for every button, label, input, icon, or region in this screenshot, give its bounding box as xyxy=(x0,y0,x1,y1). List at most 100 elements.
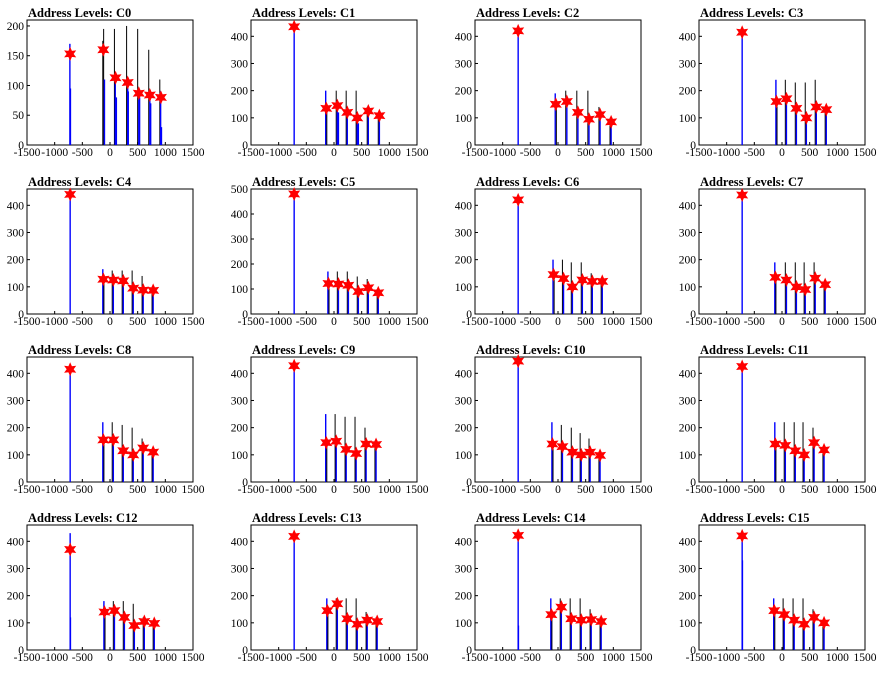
y-tick-label: 100 xyxy=(231,113,249,125)
peak-marker xyxy=(370,437,383,452)
plot-frame xyxy=(26,19,194,146)
plot-frame xyxy=(250,188,418,315)
y-tick-label: 300 xyxy=(455,58,473,70)
peak-marker xyxy=(546,436,559,451)
peak-marker xyxy=(736,359,749,374)
peak-marker xyxy=(288,187,301,201)
peak-marker xyxy=(736,187,749,202)
x-tick-label: -1500 xyxy=(462,316,489,328)
peak-marker xyxy=(320,101,333,116)
chart-title: Address Levels: C0 xyxy=(28,6,131,20)
peak-marker xyxy=(780,273,793,288)
chart-title: Address Levels: C13 xyxy=(252,511,362,525)
chart-title: Address Levels: C2 xyxy=(476,6,579,20)
x-tick-label: 0 xyxy=(779,652,785,664)
x-tick-label: -1000 xyxy=(713,316,740,328)
peak-marker xyxy=(117,443,130,458)
x-tick-label: 0 xyxy=(107,484,113,496)
x-tick-label: 0 xyxy=(555,316,561,328)
y-tick-label: 400 xyxy=(679,536,697,548)
y-tick-label: 200 xyxy=(7,591,25,603)
y-tick-label: 400 xyxy=(231,209,249,221)
peak-marker xyxy=(143,88,156,102)
y-tick-label: 100 xyxy=(7,80,25,92)
chart-panel: Address Levels: C7 0 100 200 300 400 -1500 -100… xyxy=(679,173,896,337)
chart-panel: Address Levels: C8 0 100 200 300 400 -1500 -100… xyxy=(7,341,233,505)
x-tick-label: -1500 xyxy=(462,484,489,496)
chart-svg: Address Levels: C3 0 100 200 300 400 -1500 -100… xyxy=(679,6,877,159)
x-tick-label: 1000 xyxy=(154,484,177,496)
chart-panel: Address Levels: C2 0 100 200 300 400 -1500 -100… xyxy=(455,4,681,168)
y-tick-label: 0 xyxy=(18,309,24,321)
x-tick-label: -1000 xyxy=(713,147,740,159)
x-tick-label: 1500 xyxy=(182,484,205,496)
x-tick-label: -500 xyxy=(72,316,93,328)
chart-panel: Address Levels: C11 0 100 200 300 400 -1500 -10… xyxy=(679,341,896,505)
plot-frame xyxy=(474,524,642,651)
y-tick-label: 400 xyxy=(455,31,473,43)
x-tick-label: 1000 xyxy=(602,316,625,328)
peak-marker xyxy=(566,279,579,294)
plot-group: Address Levels: C50100200300400500-1500-… xyxy=(231,175,429,328)
y-tick-label: 300 xyxy=(679,563,697,575)
peak-marker xyxy=(560,94,573,109)
peak-marker xyxy=(121,75,134,90)
y-tick-label: 400 xyxy=(455,536,473,548)
peak-marker xyxy=(321,603,334,618)
x-tick-label: 500 xyxy=(577,484,595,496)
chart-svg: Address Levels: C14 0 100 200 300 400 -1500 -10… xyxy=(455,511,653,664)
y-tick-label: 0 xyxy=(466,645,472,657)
peak-marker xyxy=(780,91,793,106)
x-tick-label: -500 xyxy=(744,484,765,496)
x-tick-label: 1000 xyxy=(826,147,849,159)
peak-marker xyxy=(582,112,596,127)
chart-title: Address Levels: C6 xyxy=(476,175,579,189)
x-tick-label: -1000 xyxy=(265,484,292,496)
peak-marker xyxy=(97,272,110,287)
plot-frame xyxy=(26,524,194,651)
y-tick-label: 300 xyxy=(455,395,473,407)
x-tick-label: -500 xyxy=(520,652,541,664)
x-tick-label: -500 xyxy=(520,147,541,159)
y-tick-label: 100 xyxy=(679,450,697,462)
peak-marker xyxy=(361,613,374,628)
x-tick-label: -500 xyxy=(72,147,93,159)
x-tick-label: 0 xyxy=(779,484,785,496)
y-tick-label: 300 xyxy=(231,234,249,246)
chart-title: Address Levels: C7 xyxy=(700,175,803,189)
x-tick-label: -1000 xyxy=(489,484,516,496)
peak-marker xyxy=(132,86,145,101)
x-tick-label: -500 xyxy=(296,147,317,159)
y-tick-label: 200 xyxy=(7,423,25,435)
peak-marker xyxy=(736,25,749,40)
plot-group: Address Levels: C1 0 100 200 300 400 -1500 -100… xyxy=(231,6,429,159)
y-tick-label: 200 xyxy=(231,86,249,98)
peak-marker xyxy=(109,70,122,85)
plot-group: Address Levels: C7 0 100 200 300 400 -1500 -100… xyxy=(679,175,877,328)
x-tick-label: 0 xyxy=(331,316,337,328)
peak-marker xyxy=(584,445,597,460)
peak-marker xyxy=(64,362,77,377)
peak-marker xyxy=(779,438,792,453)
y-tick-label: 100 xyxy=(455,282,473,294)
chart-title: Address Levels: C10 xyxy=(476,343,586,357)
peak-marker xyxy=(288,358,301,373)
peak-marker xyxy=(576,273,589,288)
x-tick-label: 1000 xyxy=(378,484,401,496)
chart-svg: Address Levels: C12 0 100 200 300 400 -1500 -10… xyxy=(7,511,205,664)
y-tick-label: 400 xyxy=(7,200,25,212)
peak-marker xyxy=(372,285,385,300)
chart-title: Address Levels: C1 xyxy=(252,6,355,20)
x-tick-label: -500 xyxy=(744,147,765,159)
chart-panel: Address Levels: C14 0 100 200 300 400 -1500 -10… xyxy=(455,509,681,673)
peak-marker xyxy=(351,617,364,632)
x-tick-label: 1000 xyxy=(826,652,849,664)
peak-marker xyxy=(340,442,353,457)
plot-group: Address Levels: C0 0 50 100 150 200 -1500 -1000… xyxy=(7,6,205,159)
y-tick-label: 300 xyxy=(7,395,25,407)
y-tick-label: 400 xyxy=(231,368,249,380)
peak-marker xyxy=(799,282,812,297)
plot-frame xyxy=(698,356,866,483)
plot-group: Address Levels: C8 0 100 200 300 400 -1500 -100… xyxy=(7,343,205,496)
